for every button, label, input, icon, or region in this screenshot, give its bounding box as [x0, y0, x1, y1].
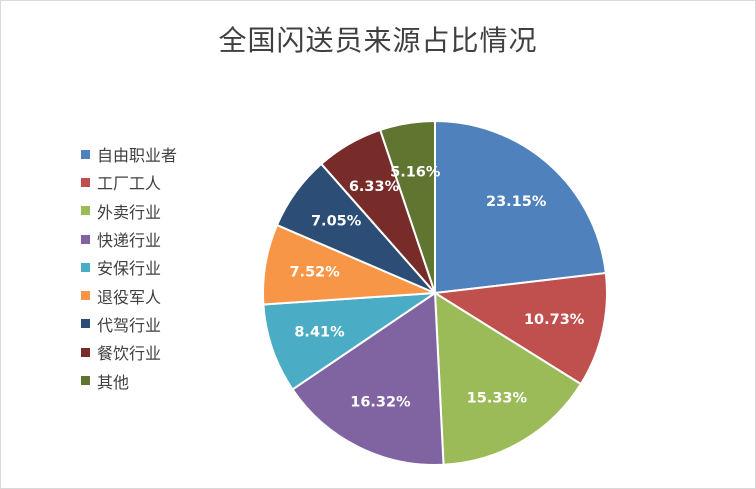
legend-swatch: [81, 347, 90, 357]
legend-item: 工厂工人: [81, 168, 231, 196]
legend-label: 外卖行业: [97, 202, 162, 222]
slice-data-label: 8.41%: [294, 325, 345, 341]
pie-slice: [262, 291, 439, 391]
legend-label: 工厂工人: [97, 174, 162, 194]
legend-item: 其他: [81, 366, 231, 394]
legend-item: 外卖行业: [81, 197, 231, 225]
legend-label: 安保行业: [97, 259, 162, 279]
legend-swatch: [81, 234, 90, 244]
slice-data-label: 5.16%: [390, 164, 441, 180]
legend-swatch: [81, 376, 90, 386]
legend-label: 餐饮行业: [97, 344, 162, 364]
legend-item: 快递行业: [81, 225, 231, 253]
legend-swatch: [81, 206, 90, 216]
legend-item: 代驾行业: [81, 310, 231, 338]
pie-slice: [434, 119, 607, 295]
legend-item: 自由职业者: [81, 140, 231, 168]
legend-label: 代驾行业: [97, 315, 162, 335]
legend-label: 其他: [97, 372, 130, 392]
legend-swatch: [81, 177, 90, 187]
pie-slice: [433, 291, 583, 466]
legend-item: 退役军人: [81, 281, 231, 309]
legend-label: 自由职业者: [97, 146, 178, 166]
chart-title: 全国闪送员来源占比情况: [218, 24, 538, 57]
legend-swatch: [81, 291, 90, 301]
pie-slice: [378, 119, 436, 294]
legend-swatch: [81, 149, 90, 159]
slice-data-label: 7.05%: [311, 213, 362, 229]
slice-data-label: 7.52%: [289, 264, 340, 280]
legend-label: 快递行业: [97, 231, 162, 251]
chart-legend: 自由职业者 工厂工人 外卖行业 快递行业 安保行业 退役军人 代驾行业 餐饮行: [81, 140, 231, 395]
pie-slice: [432, 271, 608, 386]
legend-item: 安保行业: [81, 253, 231, 281]
slice-data-label: 10.73%: [524, 312, 585, 328]
legend-item: 餐饮行业: [81, 338, 231, 366]
legend-swatch: [81, 319, 90, 329]
legend-label: 退役军人: [97, 287, 162, 307]
slice-data-label: 23.15%: [486, 194, 547, 210]
pie-slice: [291, 291, 445, 466]
slice-data-label: 16.32%: [350, 394, 411, 410]
legend-swatch: [81, 262, 90, 272]
slice-data-label: 6.33%: [349, 179, 400, 195]
slice-data-label: 15.33%: [467, 390, 528, 406]
